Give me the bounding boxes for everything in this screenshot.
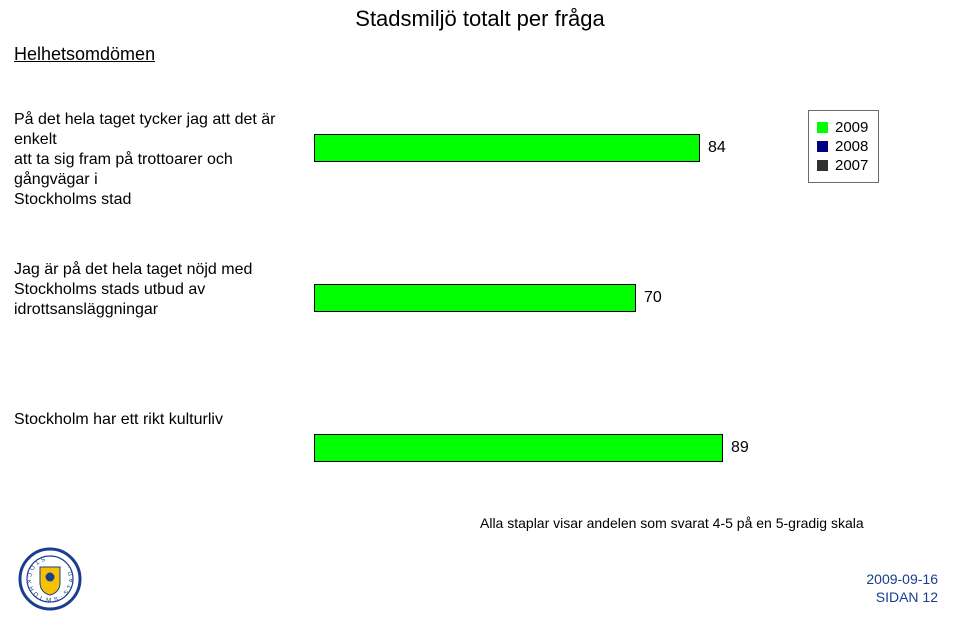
chart-row: Jag är på det hela taget nöjd med Stockh…	[14, 260, 774, 330]
bar-fill	[314, 284, 636, 312]
legend-swatch-icon	[817, 122, 828, 133]
stockholm-logo-icon: S T O C K H O L M S · S T A D ·	[18, 547, 82, 611]
bar-value: 70	[644, 284, 662, 312]
footer-date: 2009-09-16	[866, 571, 938, 587]
bar-track	[314, 434, 774, 462]
legend-swatch-icon	[817, 141, 828, 152]
page-title: Stadsmiljö totalt per fråga	[0, 6, 960, 32]
bar-label: Jag är på det hela taget nöjd med Stockh…	[14, 260, 309, 320]
legend-label: 2007	[835, 157, 868, 174]
chart-area: På det hela taget tycker jag att det är …	[14, 90, 774, 520]
legend-swatch-icon	[817, 160, 828, 171]
footer-page-number: SIDAN 12	[876, 589, 938, 605]
bar-fill	[314, 434, 723, 462]
bar-value: 89	[731, 434, 749, 462]
legend-item: 2008	[817, 138, 868, 155]
bar-value: 84	[708, 134, 726, 162]
chart-row: Stockholm har ett rikt kulturliv 89	[14, 410, 774, 480]
footer: 2009-09-16 SIDAN 12	[866, 571, 938, 605]
legend-item: 2009	[817, 119, 868, 136]
legend-item: 2007	[817, 157, 868, 174]
chart-footnote: Alla staplar visar andelen som svarat 4-…	[480, 515, 864, 531]
page: Stadsmiljö totalt per fråga Helhetsomdöm…	[0, 0, 960, 621]
bar-track	[314, 284, 774, 312]
chart-row: På det hela taget tycker jag att det är …	[14, 110, 774, 180]
org-logo: S T O C K H O L M S · S T A D ·	[18, 547, 82, 611]
legend-label: 2009	[835, 119, 868, 136]
legend-label: 2008	[835, 138, 868, 155]
legend: 2009 2008 2007	[808, 110, 879, 183]
section-subtitle: Helhetsomdömen	[14, 44, 155, 65]
bar-track	[314, 134, 774, 162]
bar-fill	[314, 134, 700, 162]
bar-label: Stockholm har ett rikt kulturliv	[14, 410, 309, 430]
bar-label: På det hela taget tycker jag att det är …	[14, 110, 309, 210]
